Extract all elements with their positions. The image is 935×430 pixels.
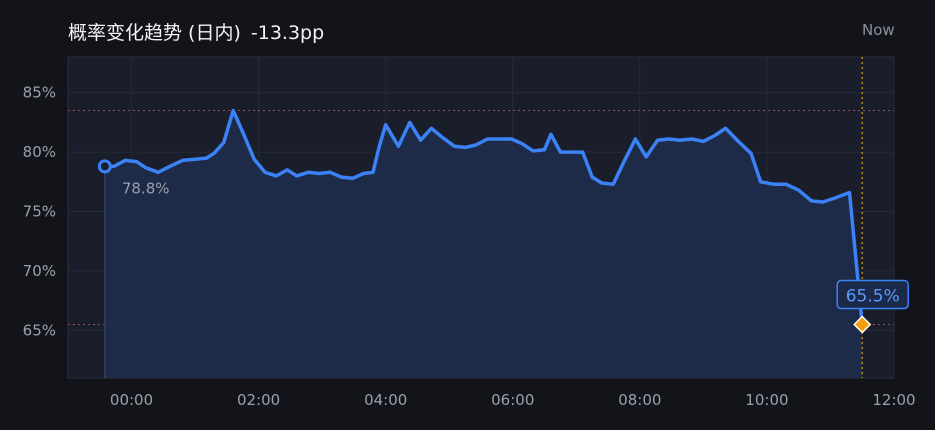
series-line: [103, 108, 864, 327]
area-fill: [104, 110, 863, 378]
chart-title-text: 概率变化趋势 (日内): [68, 22, 241, 44]
delta-value: -13.3pp: [250, 22, 325, 44]
y-tick-label-2: 75%: [23, 203, 56, 221]
x-tick-label-4: 08:00: [618, 391, 661, 409]
end-value-label: 65.5%: [846, 287, 900, 307]
start-point-marker: [97, 159, 112, 174]
x-tick-label-3: 06:00: [491, 391, 534, 409]
now-label: Now: [862, 21, 895, 39]
end-point-marker: [853, 315, 872, 334]
y-tick-label-1: 70%: [23, 262, 56, 280]
start-value-label: 78.8%: [122, 179, 170, 197]
y-tick-label-3: 80%: [23, 143, 56, 161]
x-tick-label-6: 12:00: [872, 391, 915, 409]
y-tick-label-0: 65%: [23, 321, 56, 339]
y-axis-ticks: 65% 70% 75% 80% 85%: [23, 84, 56, 340]
chart-title: 概率变化趋势 (日内) -13.3pp: [68, 18, 324, 45]
x-axis-ticks: 00:00 02:00 04:00 06:00 08:00 10:00 12:00: [110, 391, 916, 409]
y-tick-label-4: 85%: [23, 84, 56, 102]
x-tick-label-2: 04:00: [364, 391, 407, 409]
x-tick-label-5: 10:00: [745, 391, 788, 409]
end-value-label-box: [836, 279, 909, 310]
x-tick-label-0: 00:00: [110, 391, 153, 409]
x-tick-label-1: 02:00: [237, 391, 280, 409]
